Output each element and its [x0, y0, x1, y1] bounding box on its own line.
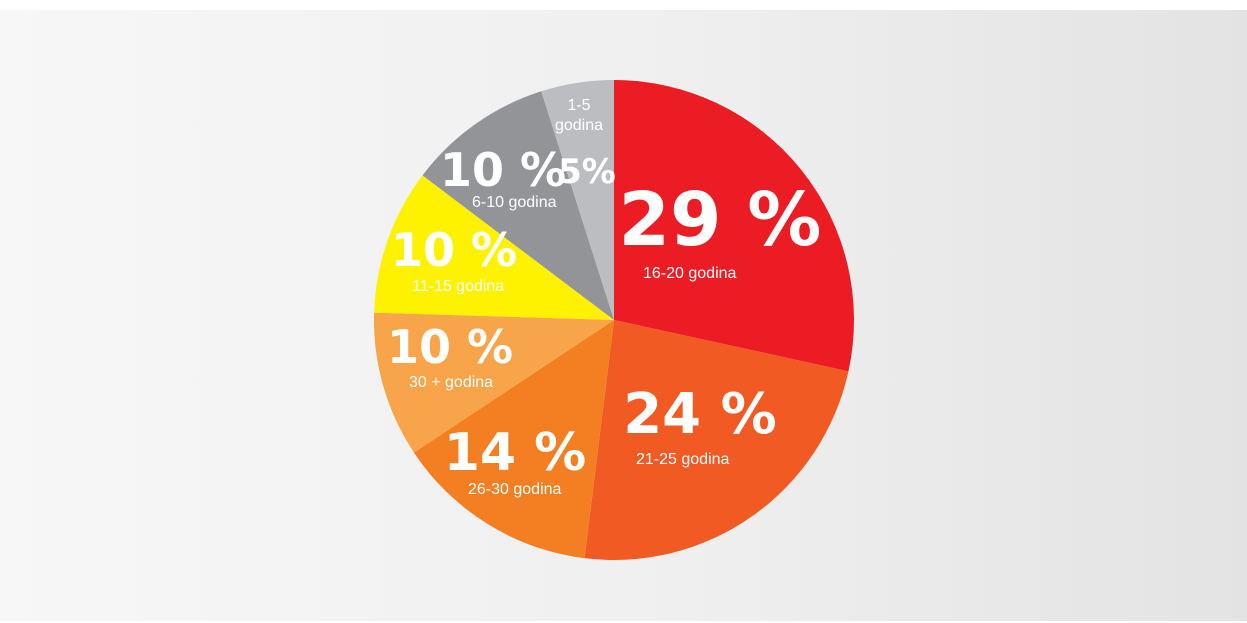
slice-category-label: 16-20 godina	[643, 265, 737, 282]
slice-category-label: 6-10 godina	[472, 194, 557, 211]
pie-slice	[373, 312, 614, 453]
slice-category-label: 21-25 godina	[636, 451, 730, 468]
pie-slice	[422, 91, 614, 320]
slice-value-label: 29 %	[619, 177, 822, 263]
slice-value-label: 10 %	[387, 320, 513, 374]
pie-slice	[541, 80, 614, 320]
pie-slice	[584, 320, 849, 560]
pie-slice	[614, 80, 854, 372]
slice-category-label: 11-15 godina	[412, 278, 504, 295]
slice-value-label: 24 %	[623, 382, 777, 447]
slice-value-label: 10 %	[440, 143, 566, 197]
pie-slice	[374, 175, 614, 320]
slice-category-label: 1-5	[567, 97, 590, 114]
slice-value-label: 14 %	[444, 423, 587, 483]
slice-value-label: 10 %	[391, 223, 517, 277]
slice-category-label: 26-30 godina	[468, 481, 562, 498]
slice-value-label: 5%	[558, 152, 616, 192]
slice-category-label: godina	[555, 117, 603, 134]
slice-category-label: 30 + godina	[409, 374, 493, 391]
pie-slice	[413, 320, 614, 559]
